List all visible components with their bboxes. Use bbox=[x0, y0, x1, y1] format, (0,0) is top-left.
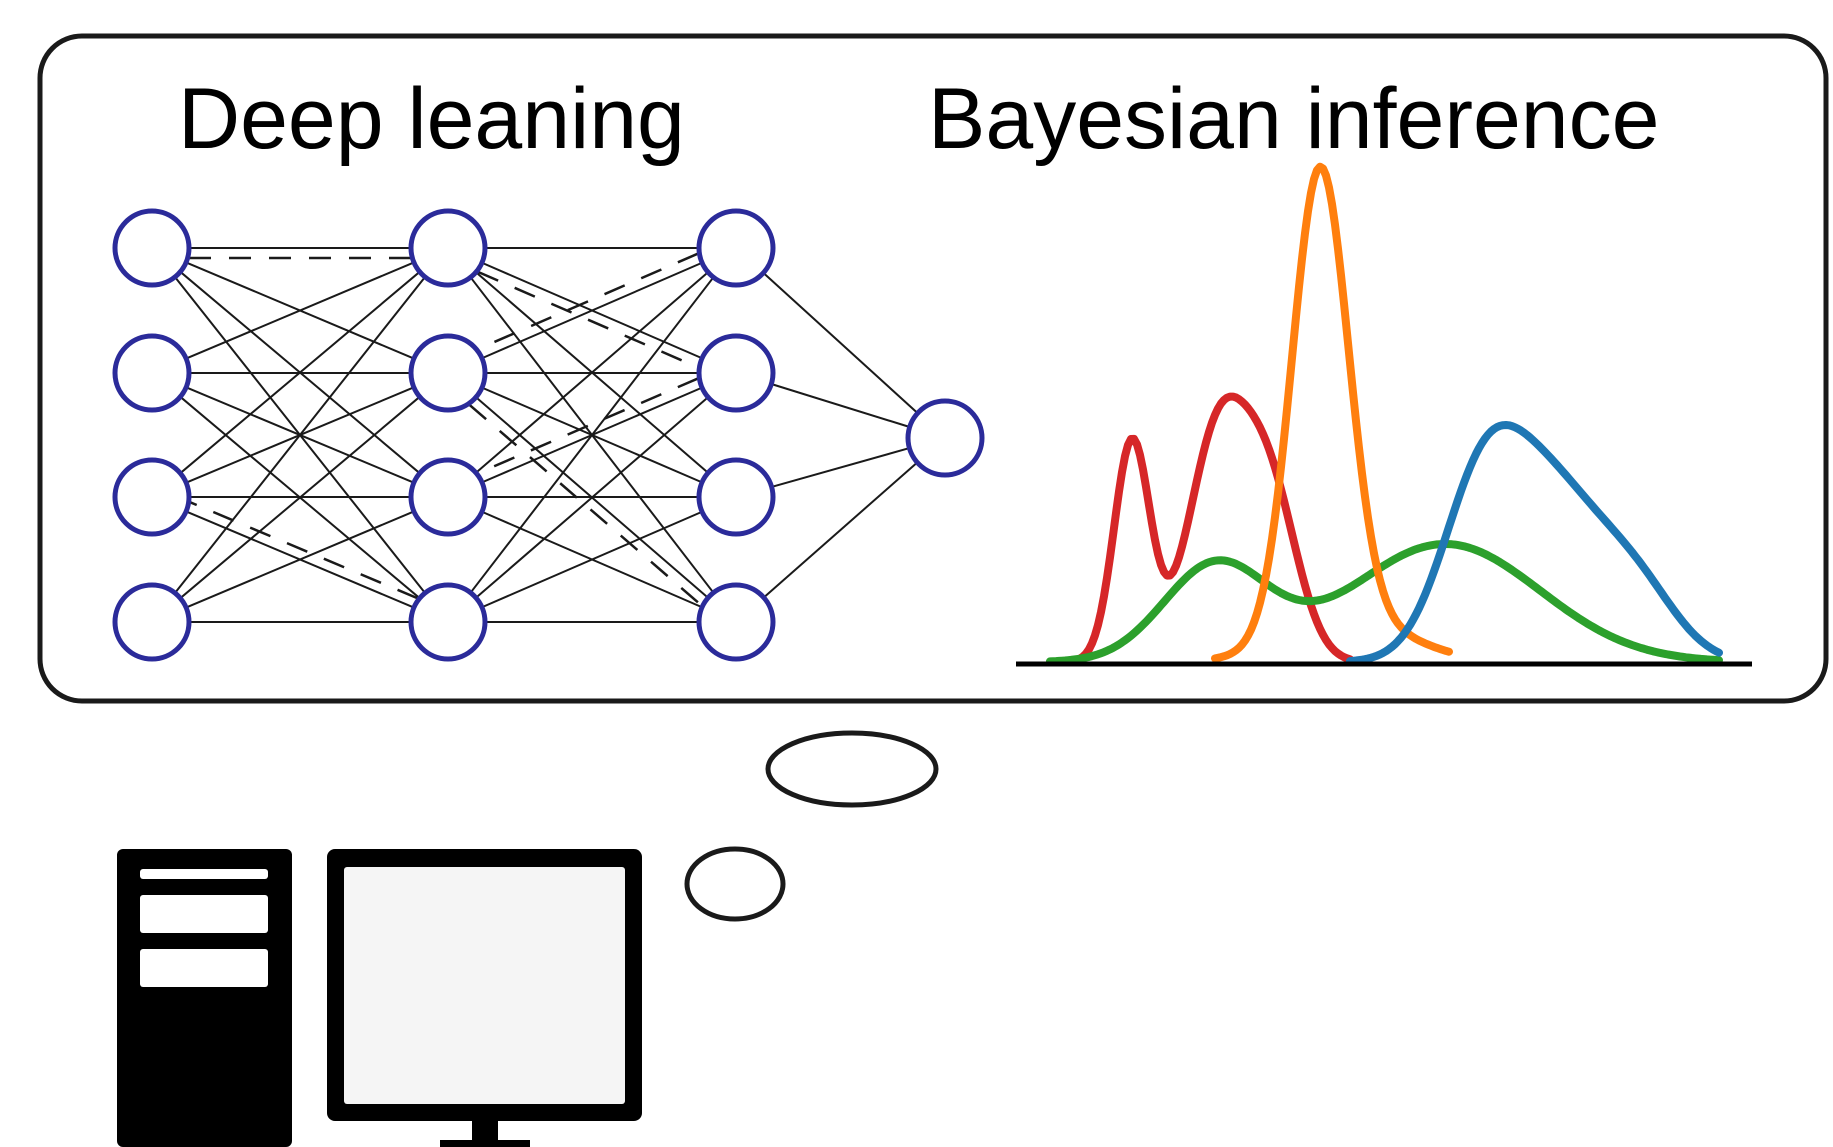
network-node bbox=[112, 333, 192, 413]
network-node bbox=[408, 457, 488, 537]
network-dashed-connections bbox=[189, 252, 703, 607]
network-edge bbox=[174, 276, 426, 594]
dashed-connection bbox=[468, 403, 703, 607]
distribution-curve bbox=[1046, 540, 1723, 666]
tower-drive-bay-2 bbox=[140, 949, 268, 987]
network-edge bbox=[771, 383, 910, 428]
network-edge bbox=[179, 396, 421, 599]
network-edge bbox=[762, 272, 919, 414]
probability-distributions bbox=[1016, 162, 1752, 667]
distribution-curve bbox=[1046, 392, 1354, 666]
network-edge bbox=[179, 271, 421, 474]
network-edge bbox=[763, 461, 918, 599]
distribution-curve bbox=[1346, 421, 1723, 666]
network-edge bbox=[481, 510, 703, 609]
network-node bbox=[696, 457, 776, 537]
desktop-computer-icon bbox=[117, 849, 642, 1147]
distribution-curves bbox=[1046, 162, 1723, 666]
network-edge bbox=[185, 261, 415, 360]
distribution-curve bbox=[1211, 162, 1453, 663]
network-node bbox=[408, 208, 488, 288]
network-edge bbox=[185, 510, 415, 609]
thought-trail-bubble-large bbox=[765, 730, 939, 808]
network-node bbox=[696, 582, 776, 662]
thought-trail-bubble-small bbox=[684, 846, 786, 922]
network-edge bbox=[469, 276, 715, 594]
monitor-base bbox=[440, 1140, 530, 1147]
bayesian-inference-title: Bayesian inference bbox=[928, 71, 1659, 167]
dashed-connection bbox=[189, 501, 419, 600]
tower-slot-top bbox=[140, 869, 268, 879]
monitor-screen bbox=[344, 867, 625, 1104]
network-edge bbox=[475, 396, 709, 599]
network-node bbox=[112, 582, 192, 662]
network-node bbox=[112, 457, 192, 537]
computer-tower bbox=[117, 849, 292, 1147]
thought-bubble bbox=[37, 33, 1829, 704]
network-nodes bbox=[112, 208, 985, 662]
network-node bbox=[696, 208, 776, 288]
output-node bbox=[905, 398, 985, 478]
network-node bbox=[408, 333, 488, 413]
network-node bbox=[408, 582, 488, 662]
tower-drive-bay-1 bbox=[140, 895, 268, 933]
neural-network-diagram bbox=[112, 208, 985, 662]
network-node bbox=[696, 333, 776, 413]
network-node bbox=[112, 208, 192, 288]
network-edges bbox=[174, 247, 919, 623]
network-edge bbox=[481, 261, 703, 360]
network-edge bbox=[475, 271, 709, 474]
deep-learning-title: Deep leaning bbox=[178, 71, 685, 167]
network-edge bbox=[771, 447, 910, 488]
